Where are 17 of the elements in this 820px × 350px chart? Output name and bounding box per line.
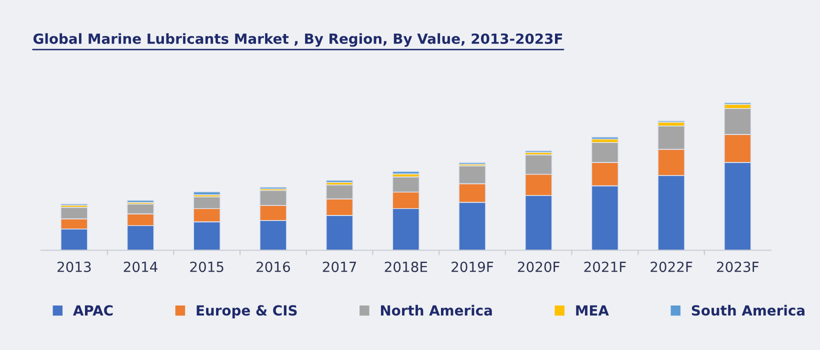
x-tick-label: 2013 — [58, 262, 91, 272]
legend-label: APAC — [73, 305, 113, 316]
x-tick-label: 2018E — [384, 262, 428, 272]
chart-title: Global Marine Lubricants Market , By Region, By Value, 2013-2023F — [33, 33, 562, 47]
x-tick-label: 2022F — [650, 262, 692, 272]
legend-label: South America — [692, 304, 804, 316]
x-tick-label: 2023F — [716, 262, 758, 272]
legend-label: Europe & CIS — [196, 305, 297, 318]
x-tick-label: 2019F — [452, 262, 494, 272]
x-tick-label: 2014 — [124, 262, 158, 272]
x-tick-label: 2021F — [584, 262, 626, 272]
x-tick-label: 2016 — [256, 262, 290, 272]
legend-label: North America — [380, 304, 492, 316]
x-tick-label: 2017 — [322, 262, 356, 272]
x-tick-label: 2015 — [190, 262, 224, 272]
legend-label: MEA — [576, 305, 609, 316]
x-tick-label: 2020F — [518, 262, 560, 272]
